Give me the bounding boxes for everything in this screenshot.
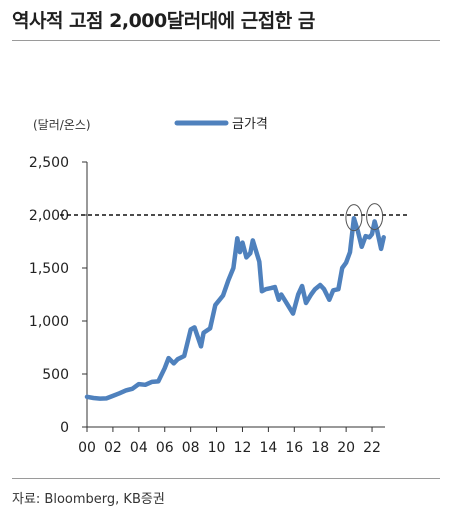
y-tick-label: 2,000 — [29, 208, 69, 224]
peak-highlight-circle — [345, 204, 363, 232]
y-tick-label: 1,000 — [29, 314, 69, 330]
source-divider — [12, 478, 440, 479]
x-tick-label: 06 — [156, 440, 174, 456]
y-tick-label: 2,500 — [29, 155, 69, 171]
x-tick-label: 18 — [311, 440, 329, 456]
peak-highlight-circle — [366, 203, 384, 231]
x-tick-label: 04 — [130, 440, 148, 456]
x-tick-label: 16 — [285, 440, 303, 456]
legend: 금가격 — [174, 117, 268, 132]
title-divider — [12, 40, 440, 41]
source-note: 자료: Bloomberg, KB증권 — [12, 492, 165, 507]
x-tick-label: 10 — [208, 440, 226, 456]
x-tick-label: 00 — [78, 440, 96, 456]
x-tick-label: 12 — [234, 440, 252, 456]
x-tick-label: 14 — [259, 440, 277, 456]
x-tick-label: 22 — [363, 440, 381, 456]
legend-label: 금가격 — [232, 117, 268, 132]
y-tick-label: 0 — [60, 420, 69, 436]
series-group — [84, 215, 386, 401]
x-tick-label: 02 — [104, 440, 122, 456]
highlight-circles-group — [345, 203, 384, 232]
x-tick-label: 20 — [337, 440, 355, 456]
chart-title: 역사적 고점 2,000달러대에 근접한 금 — [12, 10, 315, 32]
gold-price-line — [84, 215, 386, 401]
y-tick-label: 1,500 — [29, 261, 69, 277]
chart-axes: 0 500 1,000 1,500 2,000 2,500 00 02 04 06 08 10 12 14… — [29, 155, 385, 456]
y-axis-unit-label: (달러/온스) — [33, 118, 91, 132]
x-tick-label: 08 — [182, 440, 200, 456]
y-tick-label: 500 — [42, 367, 69, 383]
